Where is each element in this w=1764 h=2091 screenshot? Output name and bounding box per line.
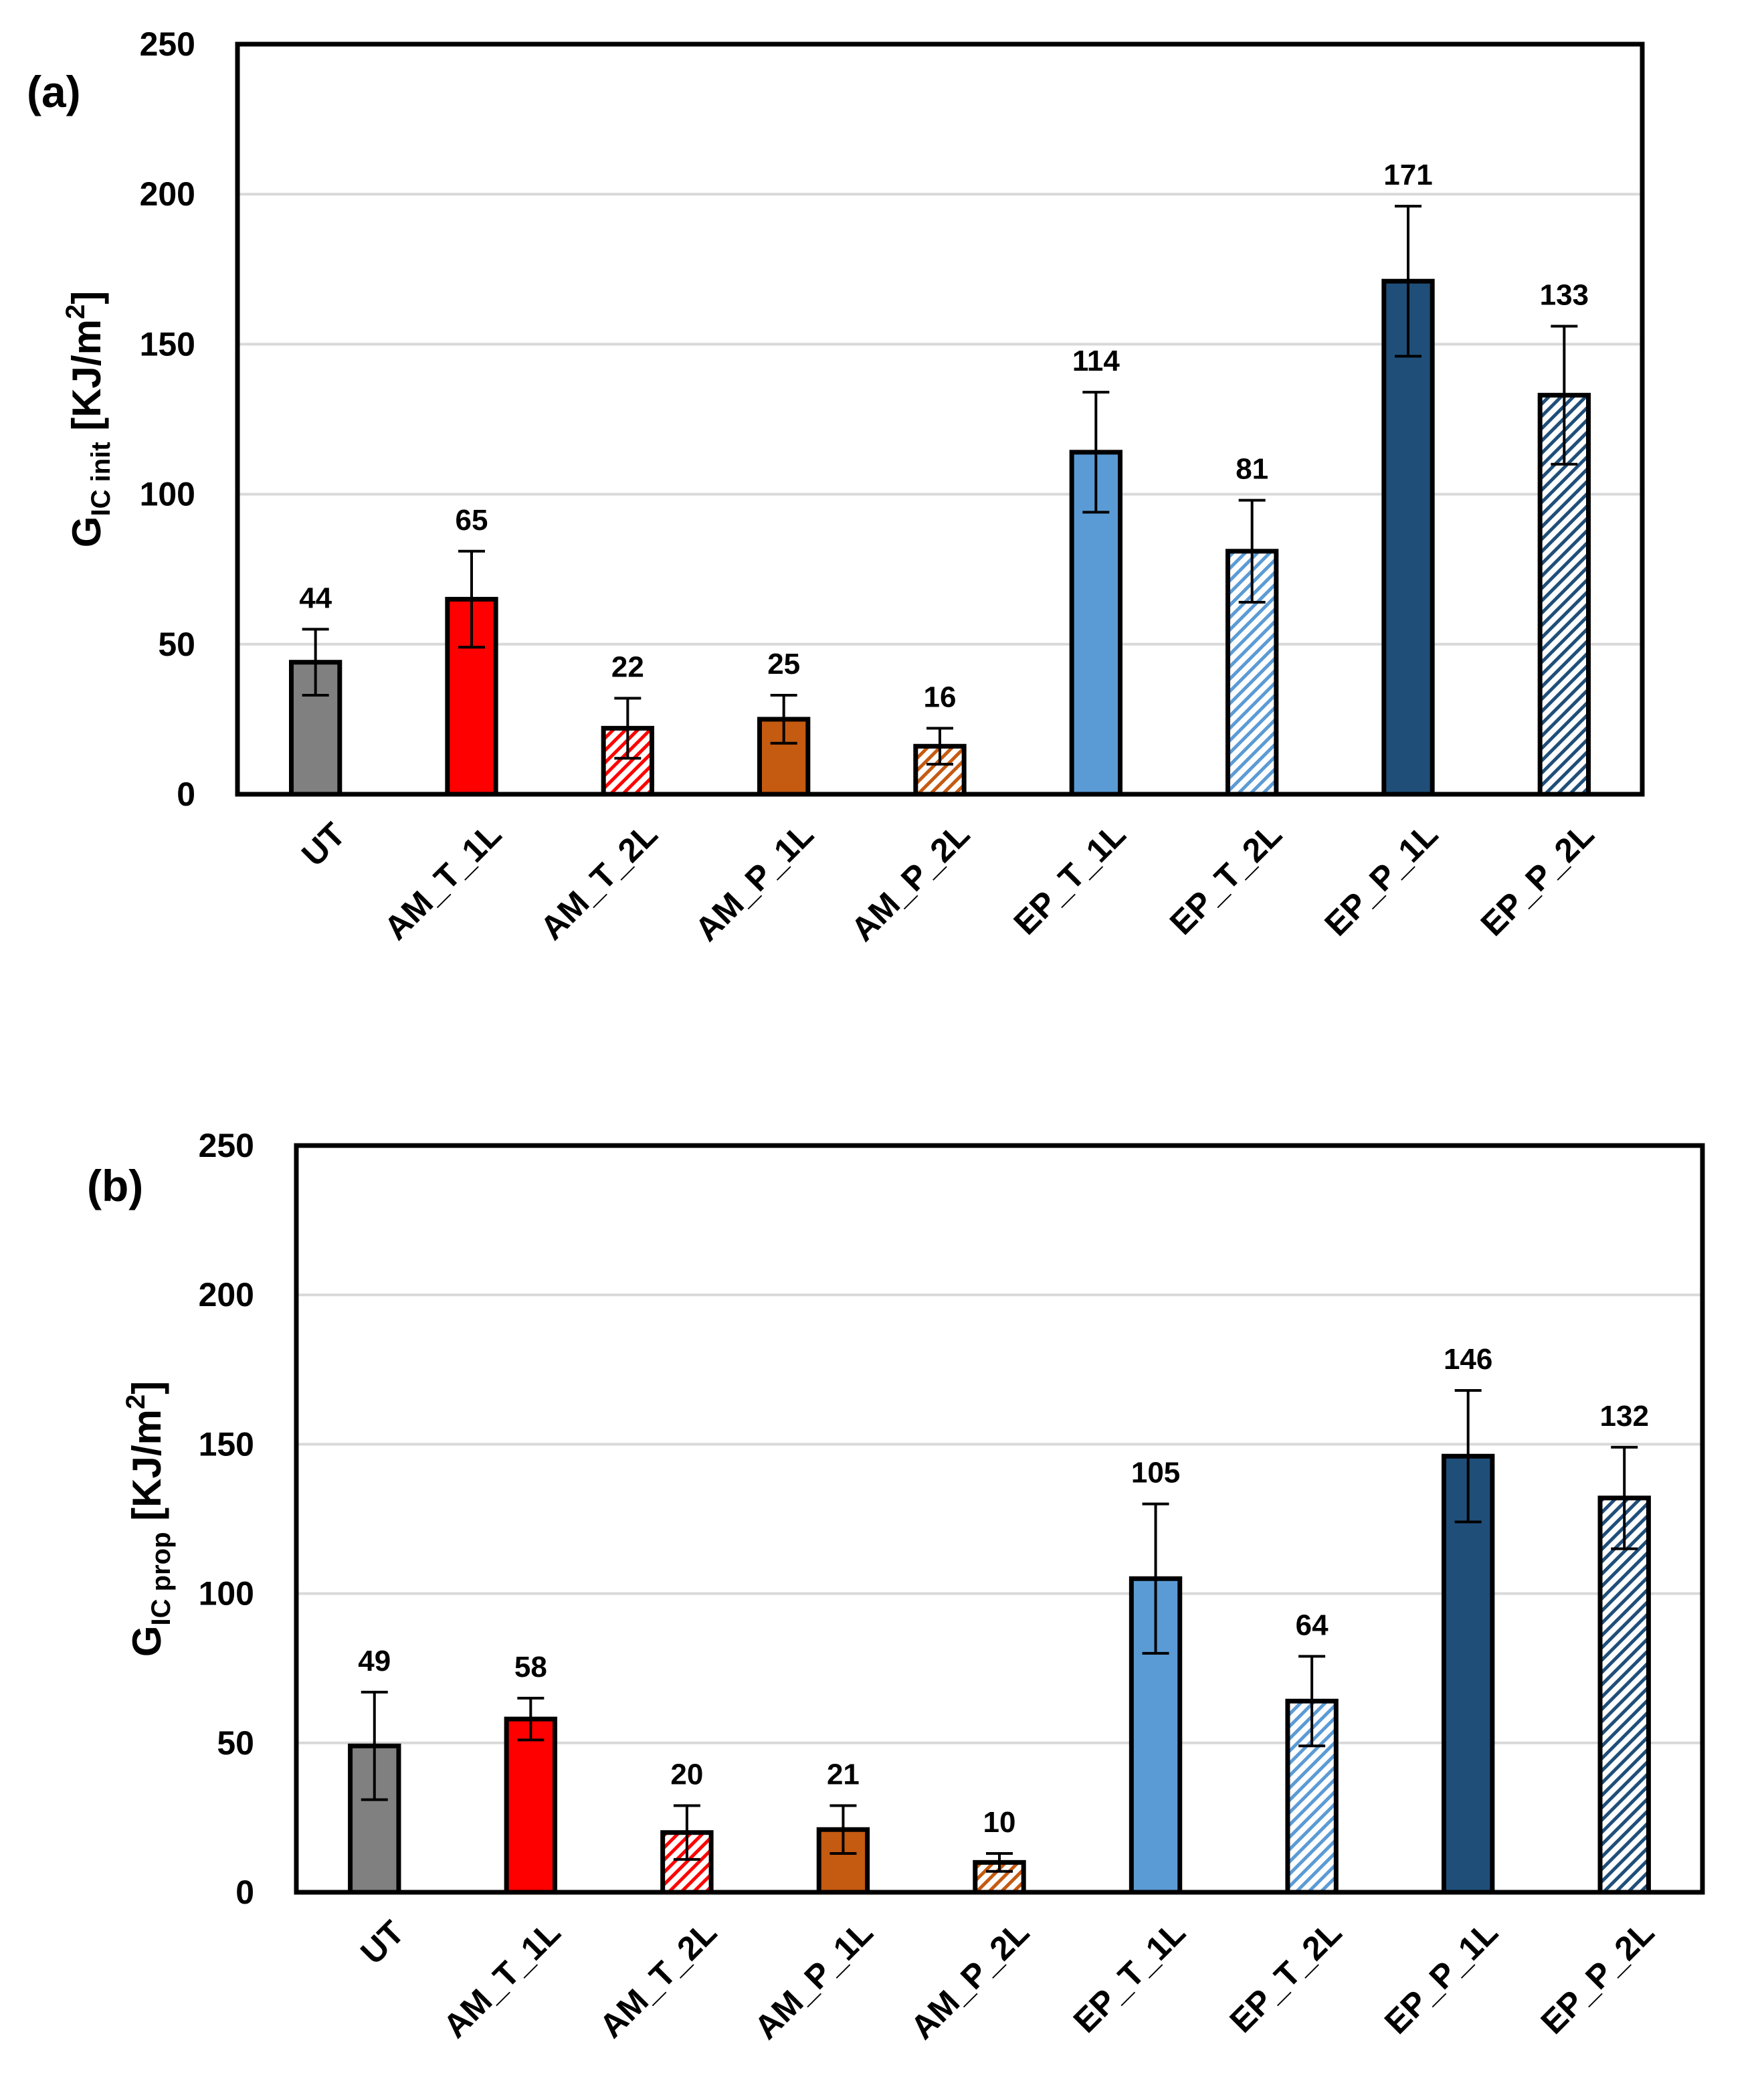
y-axis-title: GIC prop [KJ/m2]: [121, 1381, 176, 1657]
error-bar-AM_T_1L: [517, 1696, 545, 1742]
y-tick-label: 200: [140, 175, 195, 213]
data-label-AM_P_1L: 25: [767, 648, 800, 680]
data-label-AM_T_2L: 22: [611, 651, 644, 684]
error-bar-EP_T_2L: [1298, 1655, 1326, 1748]
category-label-AM_P_2L: AM_P_2L: [844, 816, 977, 949]
y-tick-label: 50: [158, 626, 195, 663]
error-bar-AM_P_2L: [926, 727, 953, 766]
plot-area-border: [294, 1143, 1705, 1895]
y-tick-label: 50: [217, 1724, 254, 1762]
category-label-AM_T_1L: AM_T_1L: [436, 1914, 568, 2045]
error-bar-AM_T_2L: [673, 1804, 700, 1861]
category-label-EP_P_2L: EP_P_2L: [1474, 816, 1601, 943]
data-label-EP_P_2L: 133: [1540, 278, 1589, 311]
category-label-AM_P_1L: AM_P_1L: [688, 816, 821, 949]
category-label-EP_P_1L: EP_P_1L: [1377, 1914, 1505, 2041]
data-label-AM_T_2L: 20: [670, 1758, 703, 1791]
error-bar-AM_P_1L: [770, 694, 797, 745]
category-label-AM_T_2L: AM_T_2L: [533, 816, 665, 947]
category-label-AM_T_2L: AM_T_2L: [592, 1914, 724, 2045]
data-label-EP_T_2L: 64: [1296, 1609, 1329, 1641]
error-bar-AM_T_2L: [614, 697, 642, 760]
data-label-EP_P_2L: 132: [1600, 1400, 1649, 1433]
error-bar-EP_T_2L: [1238, 498, 1266, 604]
chart-panel-b: 0 50 100 150 200 250 49 UT 58 AM_T_1L 20 AM_T_2L 21 A…: [87, 1127, 1705, 2047]
bar-AM_T_1L: [504, 1716, 558, 1895]
data-label-EP_T_2L: 81: [1236, 453, 1268, 486]
data-label-UT: 49: [358, 1645, 391, 1677]
y-tick-label: 200: [199, 1276, 254, 1313]
category-label-EP_P_2L: EP_P_2L: [1534, 1914, 1662, 2041]
data-label-AM_P_2L: 16: [924, 680, 957, 713]
data-label-AM_T_1L: 65: [456, 504, 488, 537]
data-label-AM_P_1L: 21: [827, 1758, 860, 1791]
y-tick-label: 150: [199, 1425, 254, 1463]
error-bar-UT: [361, 1690, 388, 1801]
y-tick-label: 0: [235, 1874, 254, 1911]
data-label-EP_T_1L: 105: [1131, 1457, 1180, 1489]
category-label-AM_P_2L: AM_P_2L: [903, 1914, 1036, 2047]
y-axis-title: GIC init [KJ/m2]: [61, 291, 116, 547]
data-label-EP_P_1L: 146: [1444, 1343, 1492, 1376]
y-tick-label: 250: [140, 25, 195, 63]
data-label-AM_P_2L: 10: [983, 1806, 1016, 1839]
error-bar-AM_P_2L: [986, 1851, 1013, 1873]
category-label-EP_T_2L: EP_T_2L: [1222, 1914, 1349, 2040]
data-label-EP_P_1L: 171: [1383, 159, 1432, 191]
y-tick-label: 250: [199, 1127, 254, 1164]
error-bar-EP_T_1L: [1082, 391, 1110, 514]
category-label-EP_P_1L: EP_P_1L: [1317, 816, 1445, 943]
error-bar-EP_P_2L: [1551, 325, 1578, 466]
error-bar-EP_T_1L: [1142, 1502, 1169, 1655]
error-bar-EP_P_1L: [1395, 205, 1422, 358]
bar-EP_P_1L: [1441, 1453, 1495, 1895]
bar-EP_P_1L: [1381, 278, 1435, 797]
y-tick-label: 100: [199, 1575, 254, 1613]
plot-area-border: [235, 41, 1645, 797]
y-tick-label: 0: [177, 776, 195, 813]
y-tick-label: 150: [140, 325, 195, 363]
data-label-AM_T_1L: 58: [514, 1651, 547, 1684]
error-bar-EP_P_2L: [1611, 1445, 1638, 1550]
category-label-AM_P_1L: AM_P_1L: [747, 1914, 880, 2047]
error-bar-EP_P_1L: [1454, 1389, 1482, 1524]
data-label-UT: 44: [299, 581, 332, 614]
panel-label: (a): [27, 67, 81, 116]
error-bar-UT: [302, 628, 329, 697]
error-bar-AM_T_1L: [458, 549, 485, 649]
error-bar-AM_P_1L: [829, 1804, 857, 1855]
bar-EP_P_2L: [1597, 1495, 1651, 1895]
category-label-UT: UT: [353, 1914, 411, 1972]
category-label-EP_T_1L: EP_T_1L: [1007, 816, 1133, 942]
category-label-AM_T_1L: AM_T_1L: [377, 816, 508, 947]
category-label-UT: UT: [294, 816, 353, 874]
panel-label: (b): [87, 1161, 143, 1210]
category-label-EP_T_1L: EP_T_1L: [1066, 1914, 1193, 2040]
y-tick-label: 100: [140, 476, 195, 513]
chart-panel-a: 0 50 100 150 200 250 44 UT 65 AM_T_1L 22 AM_T_2L 25 A…: [27, 25, 1645, 949]
category-label-EP_T_2L: EP_T_2L: [1163, 816, 1289, 942]
data-label-EP_T_1L: 114: [1072, 345, 1120, 377]
